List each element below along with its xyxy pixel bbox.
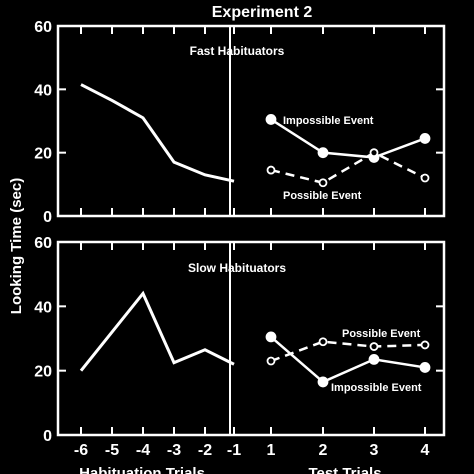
impossible-event-line [270,335,426,384]
impossible-event-point [419,362,431,373]
x-tick-label-habituation: -1 [227,442,241,459]
y-tick-label: 20 [34,364,52,381]
series-label: Impossible Event [283,115,374,127]
x-tick-label-habituation: -4 [136,442,150,459]
panel-frame [56,24,446,218]
possible-event-point [420,173,430,183]
y-tick-label: 60 [34,19,52,36]
impossible-event-point [419,133,431,144]
y-tick-label: 0 [43,428,52,445]
possible-event-point [318,337,328,347]
x-tick-label-test: 4 [421,442,430,459]
x-tick-label-habituation: -6 [74,442,88,459]
habituation-line [80,83,235,183]
x-tick-label-habituation: -2 [198,442,212,459]
impossible-event-point [368,354,380,365]
series-label: Possible Event [342,328,421,340]
series-label: Impossible Event [331,382,422,394]
possible-event-point [318,178,328,188]
impossible-event-line [270,118,426,159]
y-tick-label: 0 [43,209,52,226]
x-tick-label-habituation: -3 [167,442,181,459]
panel-title: Fast Habituators [190,44,285,58]
possible-event-line [270,340,426,363]
y-axis-label: Looking Time (sec) [8,178,25,314]
possible-event-point [420,340,430,350]
possible-event-line [270,151,426,185]
x-axis-label-test: Test Trials [308,465,381,474]
panel-title: Slow Habituators [188,261,286,275]
x-tick-label-test: 1 [267,442,276,459]
possible-event-point [266,356,276,366]
series-label: Possible Event [283,190,362,202]
panel-frame [56,240,446,437]
chart-title: Experiment 2 [212,4,313,21]
impossible-event-point [317,376,329,388]
x-tick-label-test: 2 [319,442,328,459]
impossible-event-point [265,331,277,343]
possible-event-point [369,342,379,351]
x-tick-label-test: 3 [370,442,379,459]
plot-area: 0 20 40 60 Fast Habituators 0 20 40 60 Slow Habit… [34,19,446,459]
x-tick-label-habituation: -5 [105,442,119,459]
impossible-event-point [265,114,277,125]
y-tick-label: 20 [34,146,52,163]
y-tick-label: 40 [34,299,52,316]
possible-event-point [266,165,276,175]
y-tick-label: 40 [34,82,52,99]
habituation-line [79,290,235,372]
possible-event-point [369,148,379,158]
y-tick-label: 60 [34,235,52,252]
impossible-event-point [317,147,329,159]
x-axis-label-habituation: Habituation Trials [79,465,205,474]
